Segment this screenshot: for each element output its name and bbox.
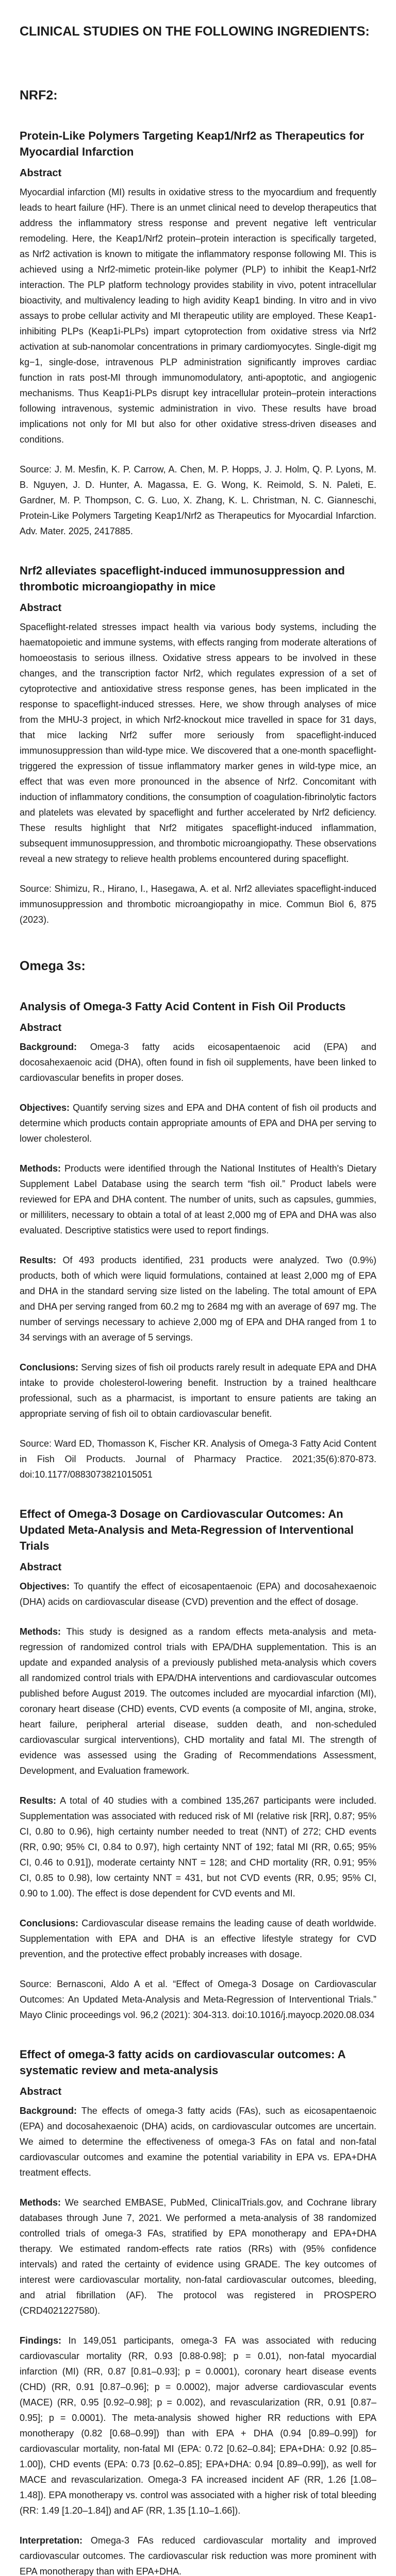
source-paragraph: Source: Bernasconi, Aldo A et al. “Effec… — [20, 1976, 376, 2023]
paragraph-text: Serving sizes of fish oil products rarel… — [20, 1362, 376, 1419]
labeled-paragraph: Objectives: To quantify the effect of ei… — [20, 1579, 376, 1609]
paragraph-text: Cardiovascular disease remains the leadi… — [20, 1918, 376, 1959]
paragraph-text: Spaceflight-related stresses impact heal… — [20, 622, 377, 864]
abstract-heading: Abstract — [20, 602, 62, 614]
source-text: Source: Bernasconi, Aldo A et al. “Effec… — [20, 1979, 376, 2020]
source-paragraph: Source: Shimizu, R., Hirano, I., Hasegaw… — [20, 881, 376, 927]
labeled-paragraph: Results: A total of 40 studies with a co… — [20, 1793, 376, 1901]
paragraph-text: Omega-3 fatty acids eicosapentaenoic aci… — [20, 1042, 376, 1083]
source-text: Source: Shimizu, R., Hirano, I., Hasegaw… — [20, 884, 376, 925]
paragraph-label: Conclusions: — [20, 1918, 79, 1928]
paragraph-text: Omega-3 FAs reduced cardiovascular morta… — [20, 2535, 376, 2576]
paragraph-text: In 149,051 participants, omega-3 FA was … — [20, 2335, 376, 2516]
article-title: Effect of omega-3 fatty acids on cardiov… — [20, 2048, 345, 2077]
paragraph-text: Myocardial infarction (MI) results in ox… — [20, 187, 376, 445]
source-text: Source: Ward ED, Thomasson K, Fischer KR… — [20, 1438, 376, 1480]
paragraph-label: Findings: — [20, 2335, 61, 2346]
paragraph-label: Conclusions: — [20, 1362, 79, 1372]
labeled-paragraph: Methods: This study is designed as a ran… — [20, 1624, 376, 1778]
paragraph-text: Products were identified through the Nat… — [20, 1163, 376, 1235]
source-paragraph: Source: Ward ED, Thomasson K, Fischer KR… — [20, 1436, 376, 1482]
paragraph-text: Of 493 products identified, 231 products… — [20, 1255, 376, 1343]
page-title: CLINICAL STUDIES ON THE FOLLOWING INGRED… — [20, 24, 370, 39]
paragraph-text: A total of 40 studies with a combined 13… — [20, 1795, 376, 1899]
paragraph-label: Background: — [20, 2106, 77, 2116]
paragraph-label: Results: — [20, 1255, 57, 1265]
labeled-paragraph: Methods: We searched EMBASE, PubMed, Cli… — [20, 2195, 376, 2318]
paragraph-label: Interpretation: — [20, 2535, 83, 2546]
abstract-heading: Abstract — [20, 167, 62, 179]
abstract-heading: Abstract — [20, 1562, 62, 1573]
labeled-paragraph: Background: Omega-3 fatty acids eicosape… — [20, 1039, 376, 1086]
paragraph-text: We searched EMBASE, PubMed, ClinicalTria… — [20, 2197, 376, 2316]
abstract-heading: Abstract — [20, 2086, 62, 2097]
article-title: Analysis of Omega-3 Fatty Acid Content i… — [20, 1000, 346, 1013]
article-title: Protein-Like Polymers Targeting Keap1/Nr… — [20, 129, 365, 158]
labeled-paragraph: Conclusions: Serving sizes of fish oil p… — [20, 1360, 376, 1421]
labeled-paragraph: Background: The effects of omega-3 fatty… — [20, 2103, 376, 2180]
paragraph-text: This study is designed as a random effec… — [20, 1626, 376, 1776]
abstract-heading: Abstract — [20, 1022, 62, 1033]
labeled-paragraph: Objectives: Quantify serving sizes and E… — [20, 1100, 376, 1146]
abstract-paragraph: Spaceflight-related stresses impact heal… — [20, 619, 376, 867]
article-title: Effect of Omega-3 Dosage on Cardiovascul… — [20, 1507, 354, 1552]
paragraph-label: Objectives: — [20, 1103, 70, 1113]
paragraph-label: Methods: — [20, 2197, 61, 2208]
paragraph-text: The effects of omega-3 fatty acids (FAs)… — [20, 2106, 376, 2178]
abstract-paragraph: Myocardial infarction (MI) results in ox… — [20, 184, 376, 447]
source-text: Source: J. M. Mesfin, K. P. Carrow, A. C… — [20, 464, 376, 536]
paragraph-label: Results: — [20, 1795, 57, 1806]
paragraph-text: Quantify serving sizes and EPA and DHA c… — [20, 1103, 376, 1144]
paragraph-label: Methods: — [20, 1163, 61, 1174]
source-paragraph: Source: J. M. Mesfin, K. P. Carrow, A. C… — [20, 462, 376, 539]
labeled-paragraph: Interpretation: Omega-3 FAs reduced card… — [20, 2533, 376, 2576]
paragraph-label: Background: — [20, 1042, 77, 1052]
labeled-paragraph: Findings: In 149,051 participants, omega… — [20, 2333, 376, 2518]
paragraph-label: Objectives: — [20, 1581, 70, 1591]
labeled-paragraph: Conclusions: Cardiovascular disease rema… — [20, 1916, 376, 1962]
labeled-paragraph: Results: Of 493 products identified, 231… — [20, 1252, 376, 1345]
article-title: Nrf2 alleviates spaceflight-induced immu… — [20, 564, 345, 593]
section-heading-omega3: Omega 3s: — [20, 959, 86, 973]
section-heading-nrf2: NRF2: — [20, 88, 58, 103]
paragraph-text: To quantify the effect of eicosapentaeno… — [20, 1581, 376, 1607]
labeled-paragraph: Methods: Products were identified throug… — [20, 1161, 376, 1238]
paragraph-label: Methods: — [20, 1626, 61, 1637]
